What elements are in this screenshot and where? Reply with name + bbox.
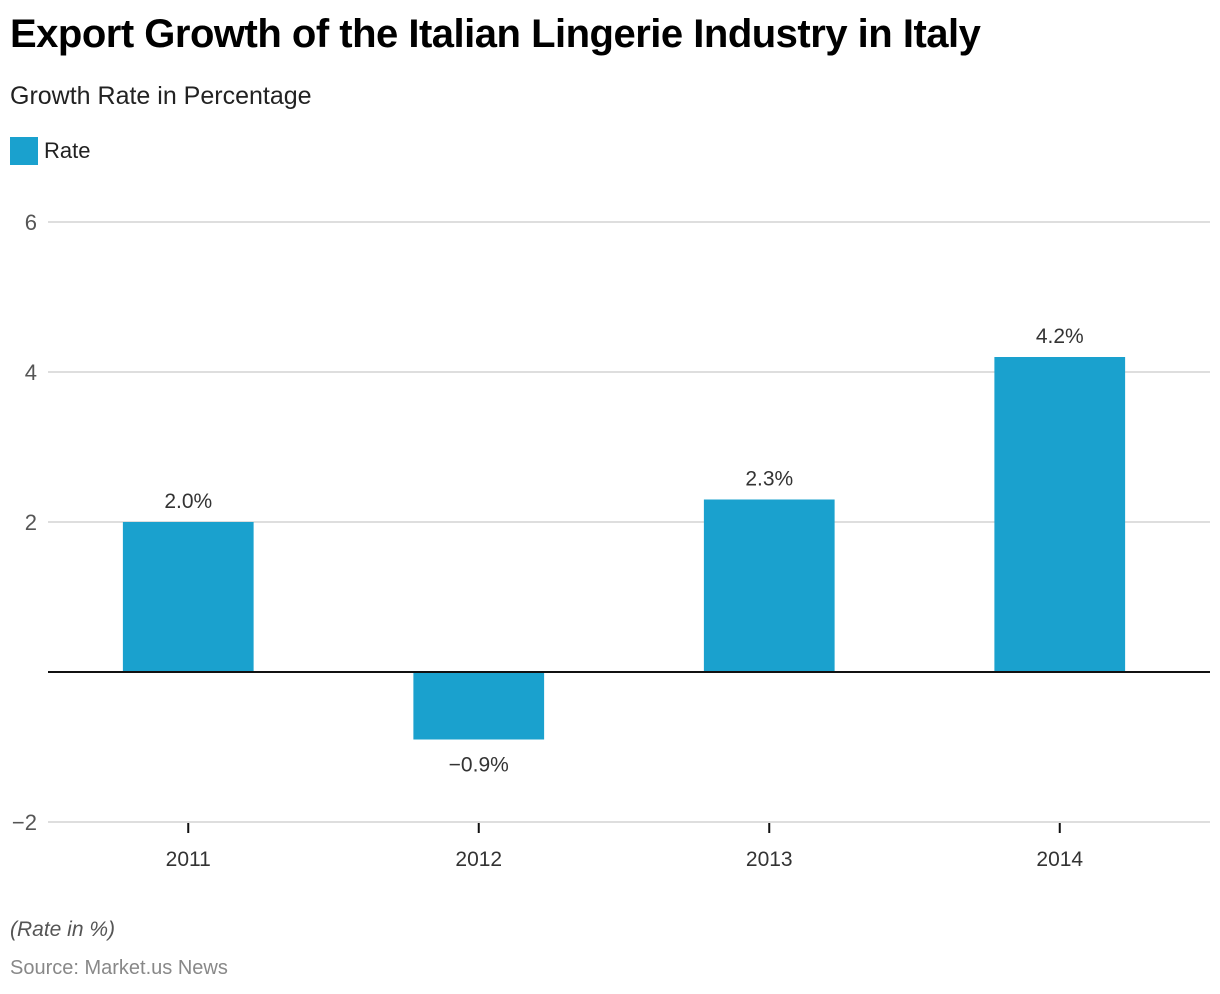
y-axis-ticks: −2 2 4 6 [12,210,37,835]
y-tick-label: −2 [12,810,37,835]
x-axis-ticks: 2011 2012 2013 2014 [166,823,1083,871]
legend-label-rate: Rate [44,138,91,163]
bar [122,522,254,672]
chart-title: Export Growth of the Italian Lingerie In… [10,12,981,56]
source-text: Source: Market.us News [10,957,228,979]
footnote: (Rate in %) [10,918,116,941]
x-tick-label: 2013 [746,848,793,871]
bar [413,672,545,740]
y-tick-label: 2 [25,510,37,535]
x-tick-label: 2014 [1036,848,1083,871]
data-label: 2.0% [164,490,212,513]
bars [122,357,1126,740]
data-label: 2.3% [745,468,793,491]
y-tick-label: 4 [25,360,37,385]
data-label: −0.9% [449,754,509,777]
data-labels: 2.0% −0.9% 2.3% 4.2% [164,325,1083,777]
legend-swatch-rate [10,137,38,165]
bar [703,499,835,672]
data-label: 4.2% [1036,325,1084,348]
x-tick-label: 2012 [455,848,502,871]
legend: Rate [10,137,90,165]
bar [994,357,1126,672]
chart-subtitle: Growth Rate in Percentage [10,82,312,110]
x-tick-label: 2011 [166,848,211,871]
y-tick-label: 6 [25,210,37,235]
